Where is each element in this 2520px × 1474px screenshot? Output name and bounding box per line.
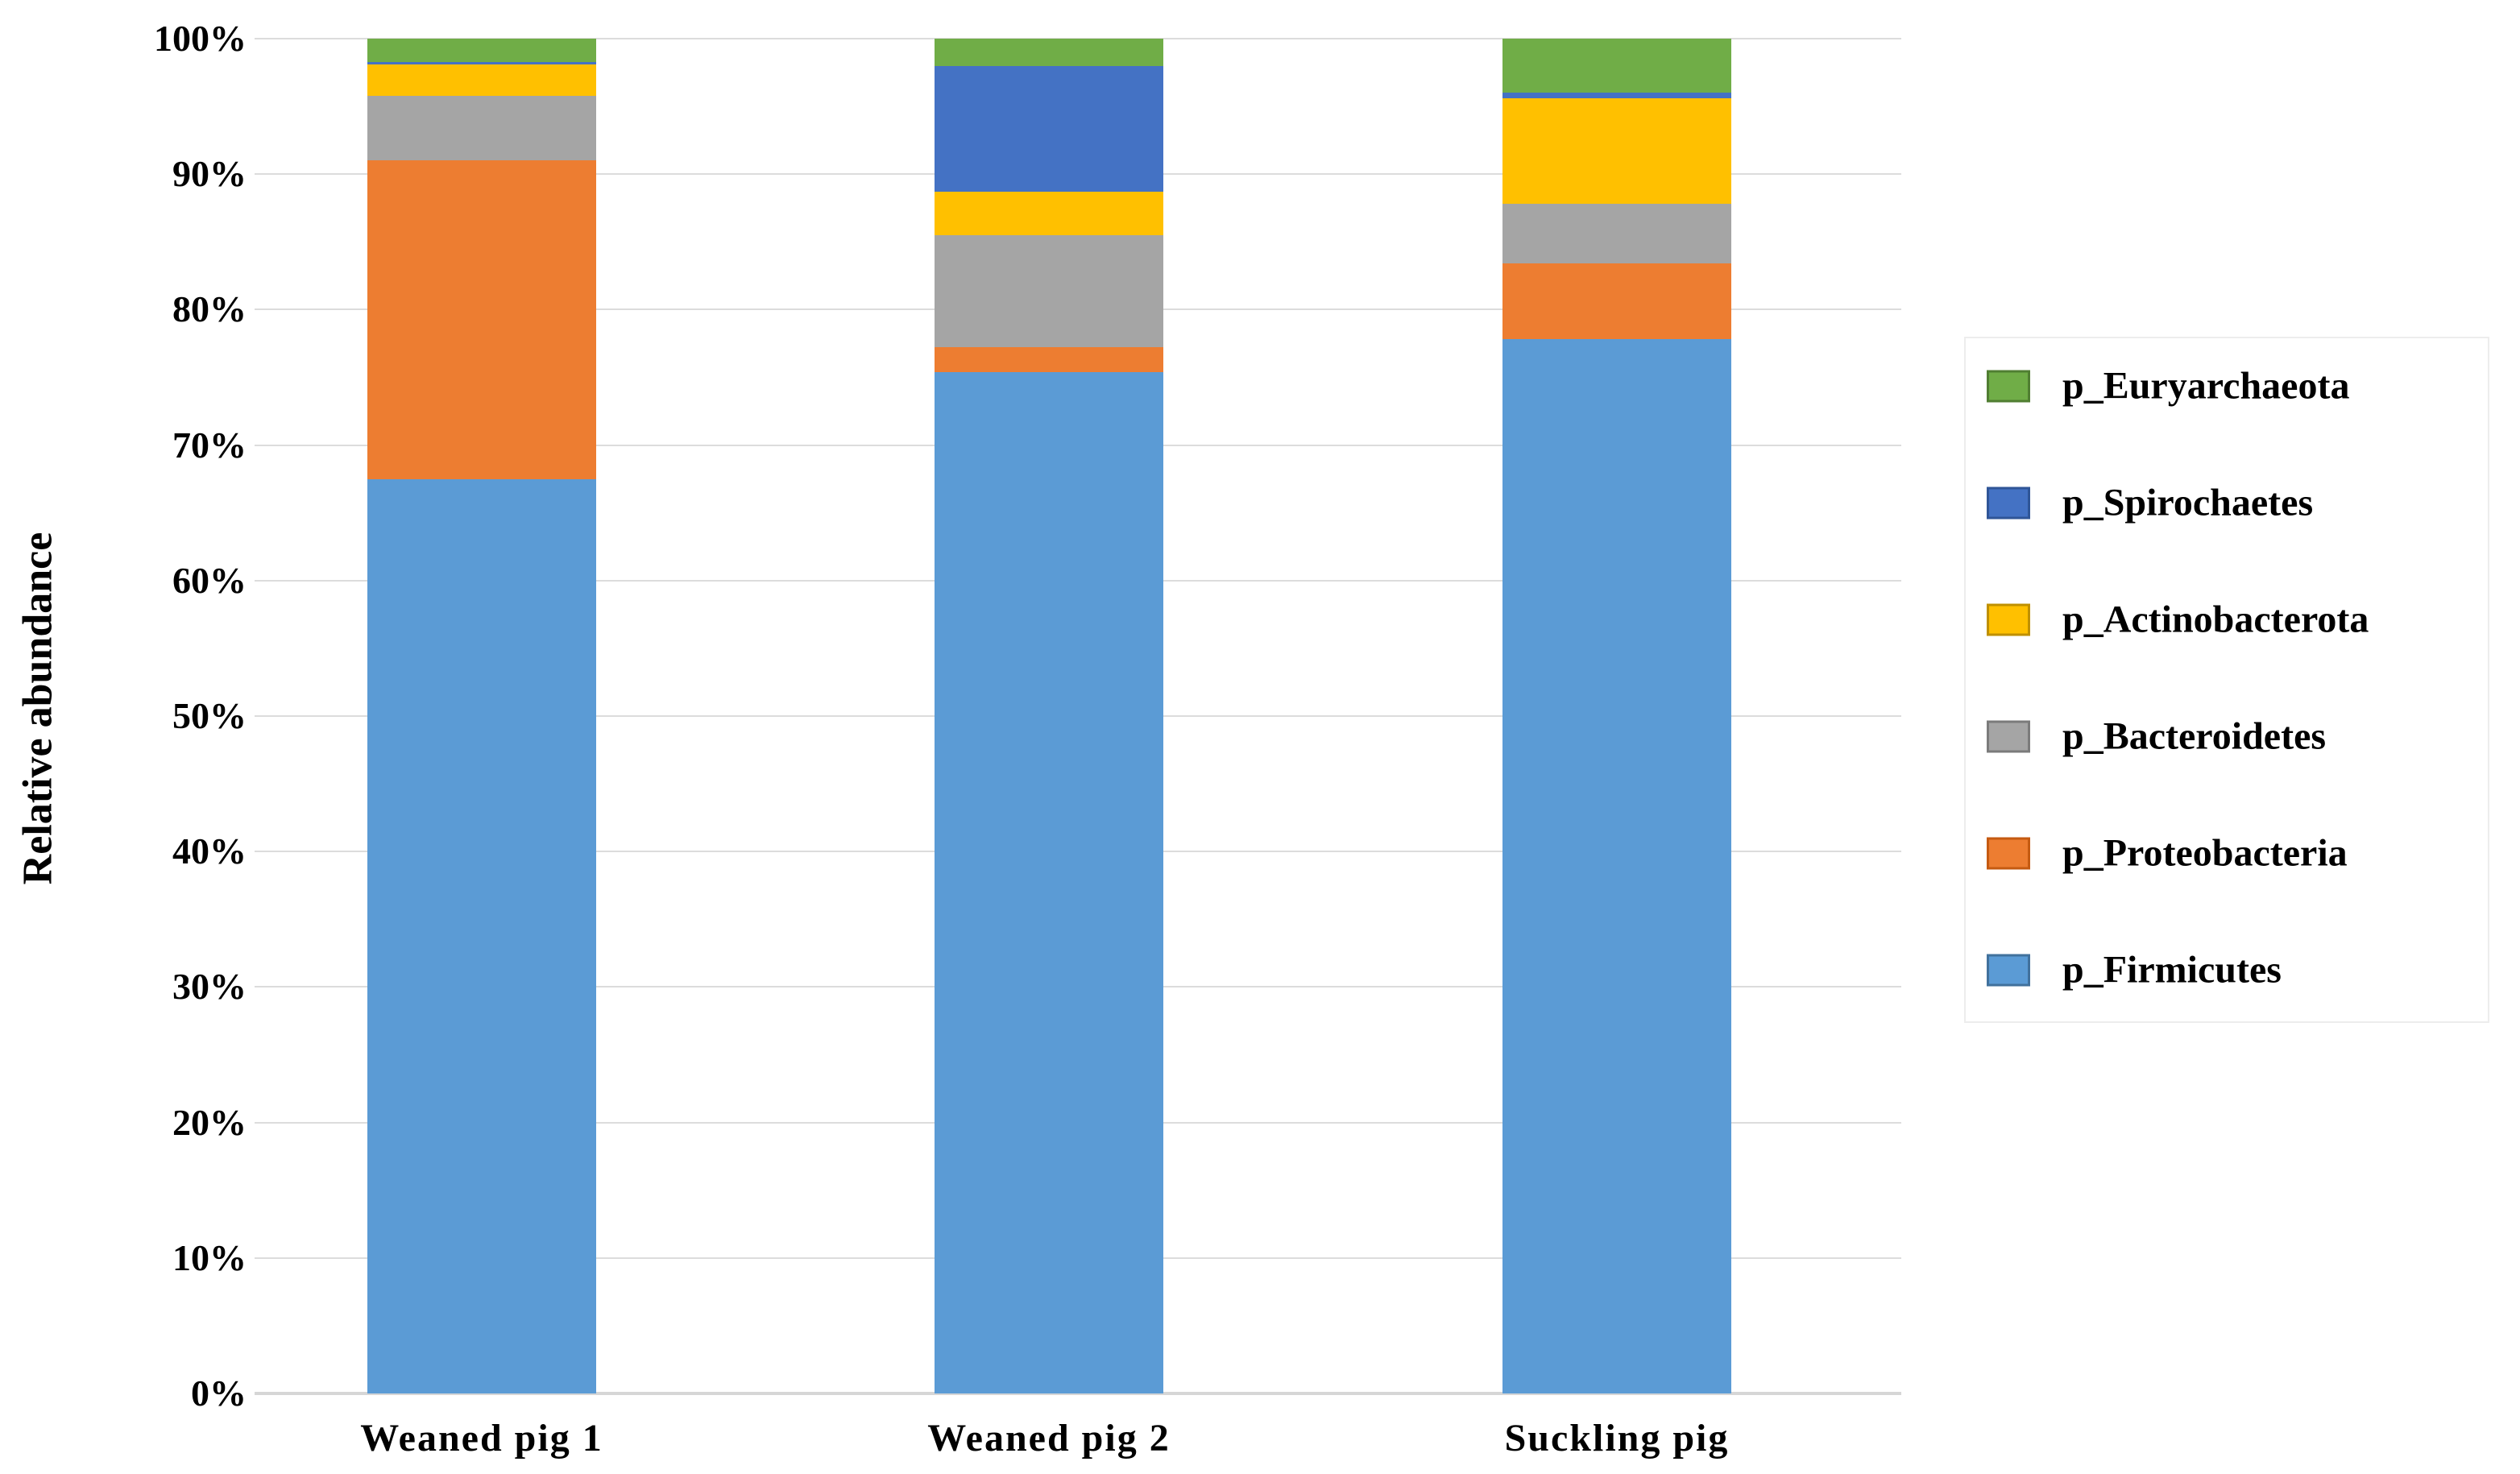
legend-label-p_firmicutes: p_Firmicutes [2062, 948, 2282, 992]
y-tick-label-40%: 40% [172, 830, 247, 872]
legend-item-p_firmicutes: p_Firmicutes [1987, 948, 2282, 992]
legend-item-p_spirochaetes: p_Spirochaetes [1987, 481, 2313, 525]
legend-label-p_euryarchaeota: p_Euryarchaeota [2062, 364, 2350, 408]
y-tick-label-0%: 0% [191, 1373, 247, 1414]
x-label-weaned-pig-1: Weaned pig 1 [360, 1417, 603, 1460]
gridline-0% [255, 1392, 1901, 1395]
y-tick-label-30%: 30% [172, 966, 247, 1008]
bar-segment-p_proteobacteria-weaned-pig-2 [935, 347, 1163, 372]
bar-segment-p_spirochaetes-weaned-pig-2 [935, 65, 1163, 193]
bar-segment-p_firmicutes-weaned-pig-1 [367, 478, 596, 1393]
bar-segment-p_euryarchaeota-weaned-pig-2 [935, 39, 1163, 66]
bar-segment-p_bacteroidetes-weaned-pig-2 [935, 234, 1163, 348]
legend-item-p_bacteroidetes: p_Bacteroidetes [1987, 714, 2326, 759]
bar-segment-p_euryarchaeota-suckling-pig [1502, 39, 1731, 93]
legend-item-p_actinobacterota: p_Actinobacterota [1987, 598, 2369, 642]
y-tick-label-90%: 90% [172, 153, 247, 195]
legend-swatch-p_firmicutes-icon [1987, 954, 2030, 986]
y-tick-label-20%: 20% [172, 1101, 247, 1143]
bar-segment-p_proteobacteria-weaned-pig-1 [367, 160, 596, 479]
bar-weaned-pig-1 [367, 39, 596, 1393]
y-tick-label-70%: 70% [172, 424, 247, 466]
bar-segment-p_proteobacteria-suckling-pig [1502, 263, 1731, 340]
bar-segment-p_actinobacterota-weaned-pig-2 [935, 192, 1163, 235]
bar-suckling-pig [1502, 39, 1731, 1393]
legend-swatch-p_actinobacterota-icon [1987, 603, 2030, 636]
bar-segment-p_spirochaetes-suckling-pig [1502, 93, 1731, 98]
x-label-weaned-pig-2: Weaned pig 2 [927, 1417, 1171, 1460]
legend-label-p_proteobacteria: p_Proteobacteria [2062, 831, 2348, 875]
bar-segment-p_firmicutes-weaned-pig-2 [935, 371, 1163, 1393]
y-tick-label-50%: 50% [172, 695, 247, 736]
bar-segment-p_bacteroidetes-weaned-pig-1 [367, 95, 596, 161]
y-tick-label-10%: 10% [172, 1236, 247, 1278]
legend-swatch-p_bacteroidetes-icon [1987, 720, 2030, 752]
y-tick-label-80%: 80% [172, 288, 247, 330]
bar-segment-p_actinobacterota-suckling-pig [1502, 98, 1731, 205]
bar-segment-p_firmicutes-suckling-pig [1502, 339, 1731, 1393]
bar-segment-p_actinobacterota-weaned-pig-1 [367, 64, 596, 96]
x-label-suckling-pig: Suckling pig [1504, 1417, 1730, 1460]
bar-segment-p_euryarchaeota-weaned-pig-1 [367, 39, 596, 62]
bar-segment-p_spirochaetes-weaned-pig-1 [367, 61, 596, 64]
bar-segment-p_bacteroidetes-suckling-pig [1502, 204, 1731, 264]
y-tick-label-100%: 100% [154, 18, 247, 59]
legend-swatch-p_euryarchaeota-icon [1987, 370, 2030, 402]
legend: p_Euryarchaeota p_Spirochaetes p_Actinobac… [1964, 337, 2489, 1023]
y-tick-label-60%: 60% [172, 559, 247, 601]
legend-label-p_spirochaetes: p_Spirochaetes [2062, 481, 2314, 524]
legend-swatch-p_spirochaetes-icon [1987, 487, 2030, 519]
legend-item-p_euryarchaeota: p_Euryarchaeota [1987, 364, 2349, 408]
legend-label-p_bacteroidetes: p_Bacteroidetes [2062, 714, 2327, 758]
legend-label-p_actinobacterota: p_Actinobacterota [2062, 598, 2369, 641]
bar-weaned-pig-2 [935, 39, 1163, 1393]
legend-swatch-p_proteobacteria-icon [1987, 837, 2030, 869]
legend-item-p_proteobacteria: p_Proteobacteria [1987, 831, 2348, 876]
